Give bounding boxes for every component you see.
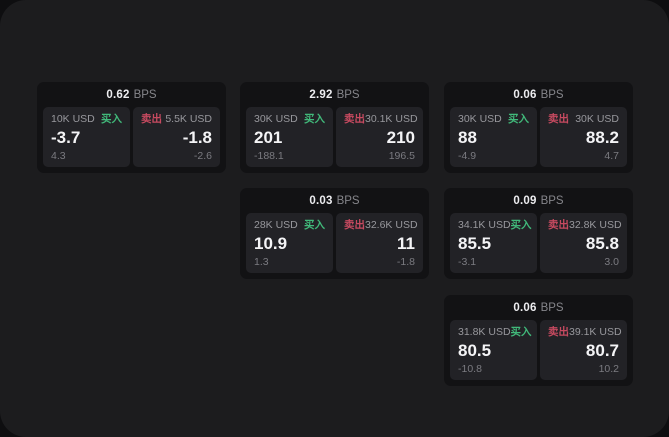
quote-card[interactable]: 0.62 BPS 10K USD 买入 -3.7 4.3 卖出 5.5K USD… xyxy=(37,82,226,173)
bps-header: 2.92 BPS xyxy=(246,82,423,107)
buy-size: 34.1K USD xyxy=(458,219,511,231)
buy-label: 买入 xyxy=(510,219,532,231)
quote-card[interactable]: 0.06 BPS 30K USD 买入 88 -4.9 卖出 30K USD 8… xyxy=(444,82,633,173)
buy-quote-panel[interactable]: 28K USD 买入 10.9 1.3 xyxy=(246,213,333,273)
buy-quote-panel[interactable]: 30K USD 买入 88 -4.9 xyxy=(450,107,537,167)
bps-header: 0.06 BPS xyxy=(450,82,627,107)
sell-size: 30K USD xyxy=(575,113,619,125)
sell-price: 210 xyxy=(386,128,415,147)
buy-size: 31.8K USD xyxy=(458,326,511,338)
buy-price: 10.9 xyxy=(254,234,288,253)
bps-value: 0.03 xyxy=(309,194,333,207)
buy-price: 201 xyxy=(254,128,283,147)
buy-delta: -10.8 xyxy=(458,362,482,375)
buy-price: -3.7 xyxy=(51,128,81,147)
bps-suffix-label: BPS xyxy=(540,88,564,101)
bps-value: 0.06 xyxy=(513,88,537,101)
quote-panels: 31.8K USD 买入 80.5 -10.8 卖出 39.1K USD 80.… xyxy=(450,320,627,380)
bps-suffix-label: BPS xyxy=(540,301,564,314)
buy-size: 10K USD xyxy=(51,113,95,125)
sell-size: 30.1K USD xyxy=(365,113,418,125)
sell-price: -1.8 xyxy=(182,128,212,147)
sell-label: 卖出 xyxy=(548,326,569,338)
buy-label: 买入 xyxy=(101,113,122,125)
quote-panels: 10K USD 买入 -3.7 4.3 卖出 5.5K USD -1.8 -2.… xyxy=(43,107,220,167)
quote-panels: 30K USD 买入 201 -188.1 卖出 30.1K USD 210 1… xyxy=(246,107,423,167)
buy-quote-panel[interactable]: 34.1K USD 买入 85.5 -3.1 xyxy=(450,213,537,273)
sell-price: 11 xyxy=(397,234,415,253)
sell-delta: -1.8 xyxy=(396,255,415,268)
sell-label: 卖出 xyxy=(548,219,569,231)
sell-quote-panel[interactable]: 卖出 30.1K USD 210 196.5 xyxy=(336,107,423,167)
buy-label: 买入 xyxy=(304,219,325,231)
sell-label: 卖出 xyxy=(548,113,569,125)
sell-price: 85.8 xyxy=(585,234,619,253)
buy-label: 买入 xyxy=(304,113,325,125)
sell-delta: -2.6 xyxy=(193,149,212,162)
sell-delta: 196.5 xyxy=(388,149,415,162)
sell-label: 卖出 xyxy=(344,219,365,231)
bps-value: 0.62 xyxy=(106,88,130,101)
bps-header: 0.03 BPS xyxy=(246,188,423,213)
sell-price: 80.7 xyxy=(585,341,619,360)
sell-delta: 10.2 xyxy=(598,362,619,375)
buy-size: 30K USD xyxy=(458,113,502,125)
quote-panels: 34.1K USD 买入 85.5 -3.1 卖出 32.8K USD 85.8… xyxy=(450,213,627,273)
quote-card[interactable]: 0.06 BPS 31.8K USD 买入 80.5 -10.8 卖出 39.1… xyxy=(444,295,633,386)
bps-suffix-label: BPS xyxy=(540,194,564,207)
sell-quote-panel[interactable]: 卖出 30K USD 88.2 4.7 xyxy=(540,107,627,167)
quote-card[interactable]: 2.92 BPS 30K USD 买入 201 -188.1 卖出 30.1K … xyxy=(240,82,429,173)
quote-panels: 28K USD 买入 10.9 1.3 卖出 32.6K USD 11 -1.8 xyxy=(246,213,423,273)
bps-header: 0.62 BPS xyxy=(43,82,220,107)
buy-price: 88 xyxy=(458,128,477,147)
sell-quote-panel[interactable]: 卖出 39.1K USD 80.7 10.2 xyxy=(540,320,627,380)
sell-delta: 3.0 xyxy=(604,255,619,268)
buy-quote-panel[interactable]: 31.8K USD 买入 80.5 -10.8 xyxy=(450,320,537,380)
bps-header: 0.06 BPS xyxy=(450,295,627,320)
buy-delta: -188.1 xyxy=(254,149,284,162)
bps-value: 0.09 xyxy=(513,194,537,207)
buy-delta: 4.3 xyxy=(51,149,66,162)
buy-quote-panel[interactable]: 30K USD 买入 201 -188.1 xyxy=(246,107,333,167)
buy-delta: -4.9 xyxy=(458,149,477,162)
bps-value: 0.06 xyxy=(513,301,537,314)
sell-quote-panel[interactable]: 卖出 32.6K USD 11 -1.8 xyxy=(336,213,423,273)
sell-delta: 4.7 xyxy=(604,149,619,162)
sell-size: 39.1K USD xyxy=(569,326,622,338)
buy-size: 30K USD xyxy=(254,113,298,125)
buy-price: 85.5 xyxy=(458,234,492,253)
quote-card[interactable]: 0.03 BPS 28K USD 买入 10.9 1.3 卖出 32.6K US… xyxy=(240,188,429,279)
buy-size: 28K USD xyxy=(254,219,298,231)
sell-price: 88.2 xyxy=(585,128,619,147)
sell-size: 5.5K USD xyxy=(165,113,212,125)
quote-card[interactable]: 0.09 BPS 34.1K USD 买入 85.5 -3.1 卖出 32.8K… xyxy=(444,188,633,279)
bps-suffix-label: BPS xyxy=(336,88,360,101)
bps-suffix-label: BPS xyxy=(133,88,157,101)
quote-panels: 30K USD 买入 88 -4.9 卖出 30K USD 88.2 4.7 xyxy=(450,107,627,167)
buy-quote-panel[interactable]: 10K USD 买入 -3.7 4.3 xyxy=(43,107,130,167)
sell-label: 卖出 xyxy=(344,113,365,125)
buy-delta: -3.1 xyxy=(458,255,477,268)
sell-quote-panel[interactable]: 卖出 5.5K USD -1.8 -2.6 xyxy=(133,107,220,167)
sell-label: 卖出 xyxy=(141,113,162,125)
buy-delta: 1.3 xyxy=(254,255,269,268)
bps-suffix-label: BPS xyxy=(336,194,360,207)
bps-value: 2.92 xyxy=(309,88,333,101)
buy-label: 买入 xyxy=(508,113,529,125)
sell-size: 32.6K USD xyxy=(365,219,418,231)
buy-label: 买入 xyxy=(510,326,532,338)
sell-size: 32.8K USD xyxy=(569,219,622,231)
bps-header: 0.09 BPS xyxy=(450,188,627,213)
sell-quote-panel[interactable]: 卖出 32.8K USD 85.8 3.0 xyxy=(540,213,627,273)
buy-price: 80.5 xyxy=(458,341,492,360)
